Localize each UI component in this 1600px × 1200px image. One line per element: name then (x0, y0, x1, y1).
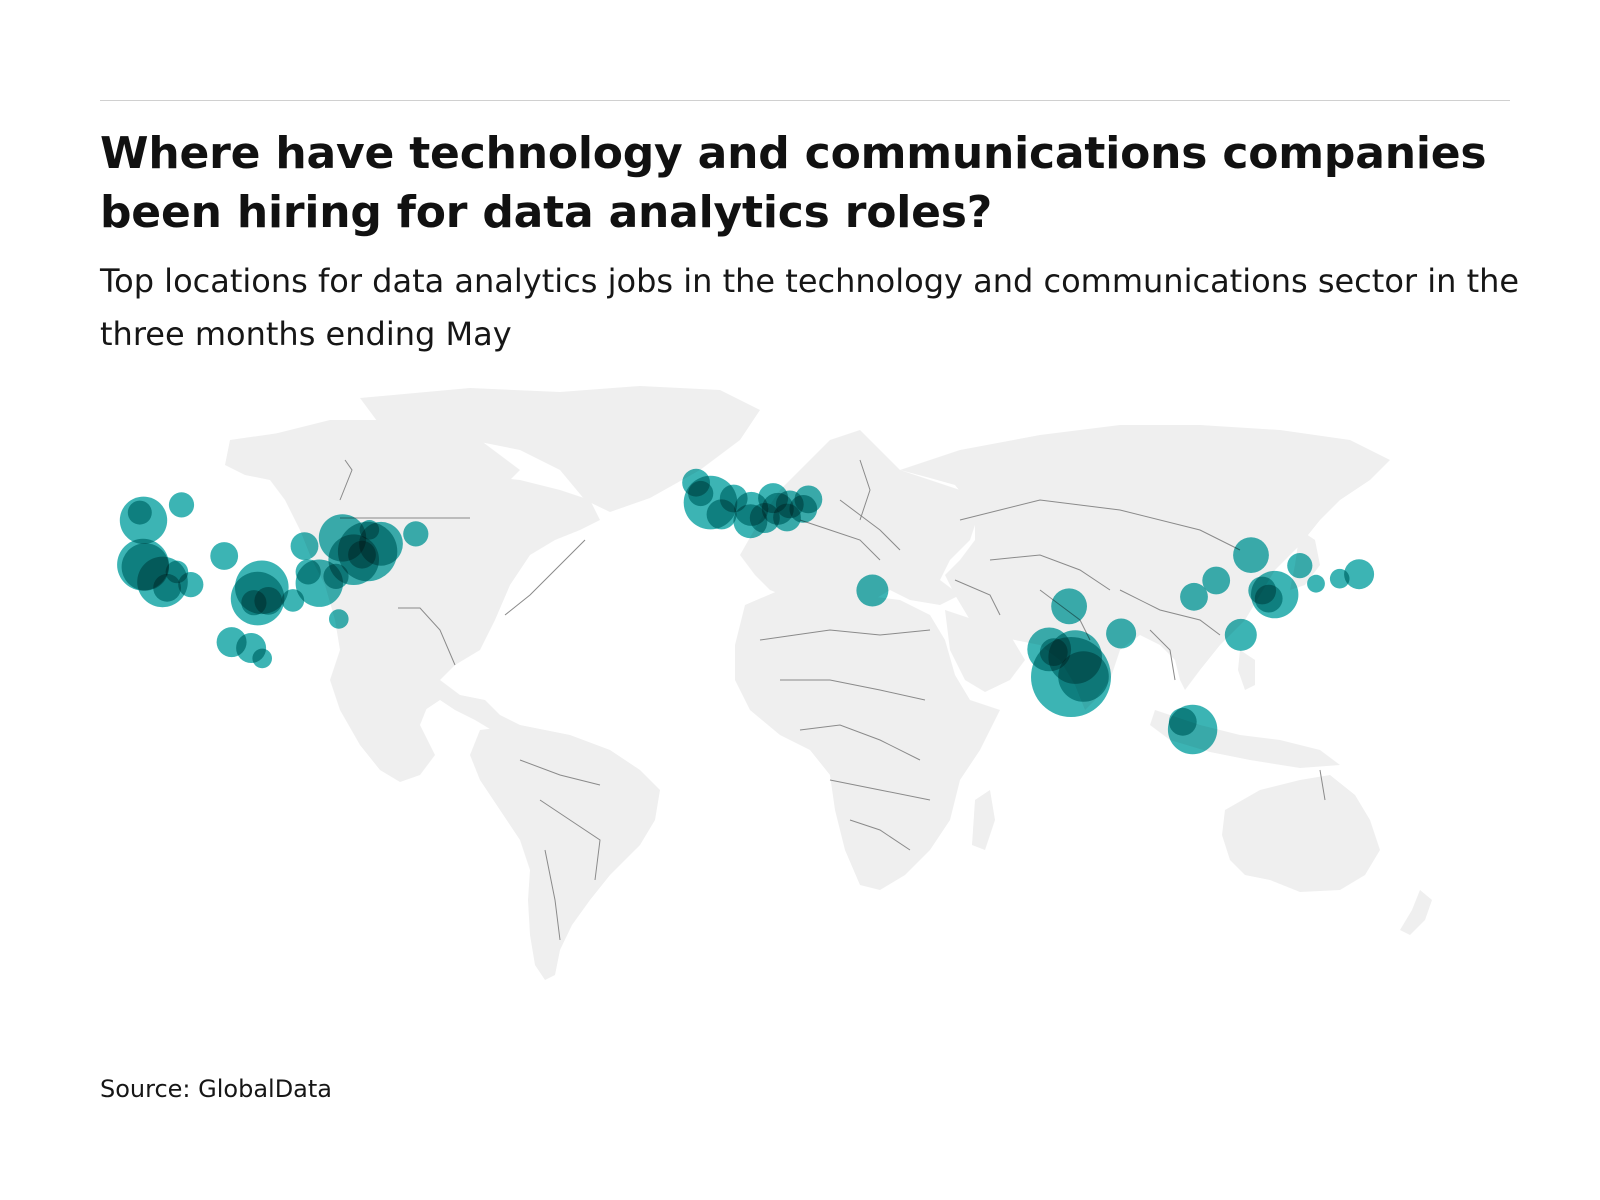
location-bubble (1224, 618, 1257, 651)
location-bubble (856, 574, 889, 607)
location-bubble (1168, 707, 1197, 736)
location-bubble (127, 500, 152, 525)
land-new-zealand (1400, 890, 1432, 935)
location-bubble (1058, 651, 1109, 702)
chart-subtitle: Top locations for data analytics jobs in… (100, 262, 1520, 353)
location-bubble (1051, 588, 1087, 625)
land-south-america (470, 725, 660, 980)
location-bubble (252, 648, 272, 669)
location-bubble (290, 532, 319, 560)
source-note: Source: GlobalData (100, 1075, 333, 1103)
land-central-america (400, 680, 530, 742)
location-bubble (1106, 618, 1137, 649)
location-bubble (168, 492, 195, 518)
location-bubble (1180, 582, 1208, 611)
location-bubble (1344, 559, 1375, 590)
borders-layer (339, 459, 1326, 941)
location-bubble (281, 589, 305, 612)
location-bubble (1287, 553, 1313, 579)
chart-title: Where have technology and communications… (100, 128, 1487, 238)
location-bubble (329, 609, 349, 629)
location-bubble (241, 590, 267, 616)
location-bubble (682, 468, 710, 497)
location-bubble (359, 520, 380, 540)
location-bubbles (117, 468, 1375, 755)
location-bubble (794, 485, 823, 514)
location-bubble (210, 542, 239, 570)
location-bubble (1233, 537, 1269, 573)
location-bubble (1248, 576, 1277, 605)
land-asia (900, 425, 1390, 710)
top-divider (100, 100, 1510, 101)
land-madagascar (972, 790, 995, 850)
land-australia (1222, 775, 1380, 892)
location-bubble (178, 572, 204, 598)
location-bubble (295, 559, 321, 585)
land-europe (740, 430, 980, 605)
land-layer (225, 386, 1432, 980)
land-arabia (945, 610, 1025, 692)
location-bubble (1307, 574, 1325, 593)
world-map-svg (117, 386, 1432, 980)
land-philippines (1238, 650, 1255, 690)
land-north-america (225, 430, 600, 782)
land-africa (735, 590, 1000, 890)
land-greenland (360, 386, 760, 512)
location-bubble (1202, 566, 1231, 595)
world-map (0, 380, 1600, 1020)
location-bubble (403, 521, 429, 547)
